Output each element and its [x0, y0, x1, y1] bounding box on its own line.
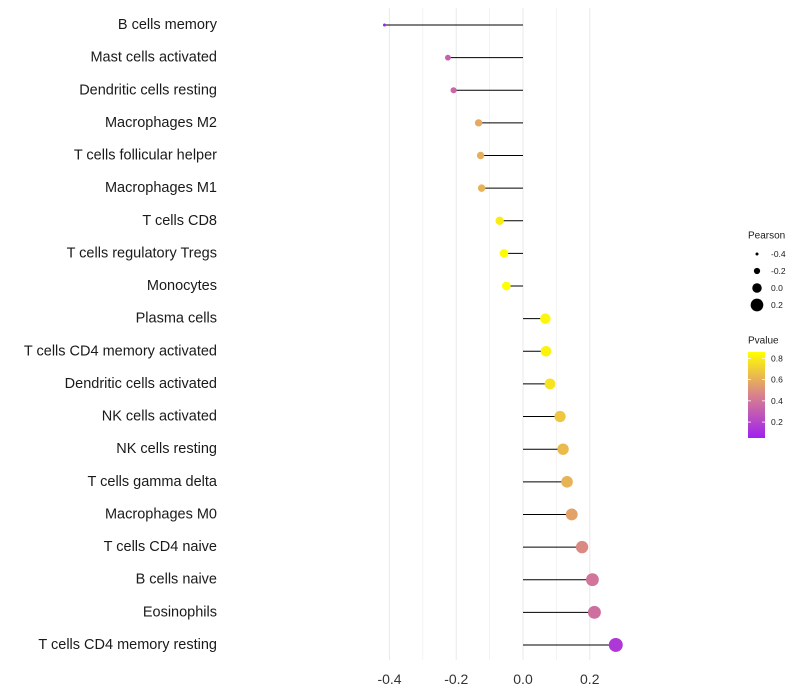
lollipop-point — [476, 151, 485, 160]
size-legend-label: -0.4 — [771, 249, 786, 259]
x-tick-label: -0.4 — [377, 671, 401, 687]
size-legend-label: 0.0 — [771, 283, 783, 293]
size-legend-title: Pearson — [748, 231, 785, 242]
lollipop-point — [561, 476, 573, 488]
y-tick-label: T cells CD8 — [142, 213, 217, 229]
lollipop-point — [575, 540, 589, 554]
y-tick-label: T cells gamma delta — [88, 474, 218, 490]
y-tick-label: Macrophages M1 — [105, 180, 217, 196]
lollipop-point — [501, 281, 511, 291]
lollipop-point — [554, 410, 566, 423]
lollipop-point — [477, 184, 486, 192]
y-tick-label: Eosinophils — [143, 604, 217, 620]
lollipop-point — [565, 508, 578, 521]
y-tick-label: Dendritic cells activated — [65, 376, 217, 392]
size-legend-label: 0.2 — [771, 300, 783, 310]
size-legend-key — [750, 298, 764, 312]
lollipop-point — [540, 346, 552, 357]
y-tick-label: B cells memory — [118, 17, 218, 33]
lollipop-point — [499, 249, 509, 258]
y-tick-label: NK cells activated — [102, 409, 217, 425]
x-tick-label: 0.2 — [580, 671, 600, 687]
lollipop-point — [557, 443, 569, 455]
y-tick-label: Macrophages M0 — [105, 506, 217, 522]
y-tick-label: NK cells resting — [116, 441, 217, 457]
color-legend-title: Pvalue — [748, 336, 779, 347]
y-tick-label: Monocytes — [147, 278, 217, 294]
lollipop-point — [544, 378, 556, 390]
color-legend-bar — [748, 352, 765, 438]
color-legend-label: 0.2 — [771, 417, 783, 427]
lollipop-point — [587, 605, 601, 619]
lollipop-point — [495, 216, 504, 225]
size-legend-label: -0.2 — [771, 266, 786, 276]
y-tick-label: T cells regulatory Tregs — [67, 245, 217, 261]
lollipop-point — [450, 87, 457, 94]
y-tick-label: Plasma cells — [136, 311, 217, 327]
y-tick-label: Macrophages M2 — [105, 115, 217, 131]
lollipop-point — [444, 54, 451, 61]
y-tick-label: Mast cells activated — [90, 50, 217, 66]
color-legend-label: 0.6 — [771, 375, 783, 385]
y-tick-label: Dendritic cells resting — [79, 82, 217, 98]
y-tick-label: T cells follicular helper — [74, 148, 217, 164]
size-legend-key — [752, 283, 762, 293]
lollipop-point — [586, 573, 599, 587]
lollipop-point — [474, 119, 483, 127]
y-tick-label: B cells naive — [136, 572, 217, 588]
y-tick-label: T cells CD4 memory resting — [38, 637, 217, 653]
color-legend-label: 0.4 — [771, 396, 783, 406]
color-legend-label: 0.8 — [771, 353, 783, 363]
lollipop-point — [608, 637, 623, 652]
lollipop-point — [382, 23, 386, 27]
y-tick-label: T cells CD4 memory activated — [24, 343, 217, 359]
size-legend-key — [755, 252, 759, 256]
lollipop-point — [540, 313, 551, 324]
x-tick-label: -0.2 — [444, 671, 468, 687]
y-tick-label: T cells CD4 naive — [104, 539, 217, 555]
x-tick-label: 0.0 — [513, 671, 533, 687]
size-legend-key — [753, 267, 761, 275]
